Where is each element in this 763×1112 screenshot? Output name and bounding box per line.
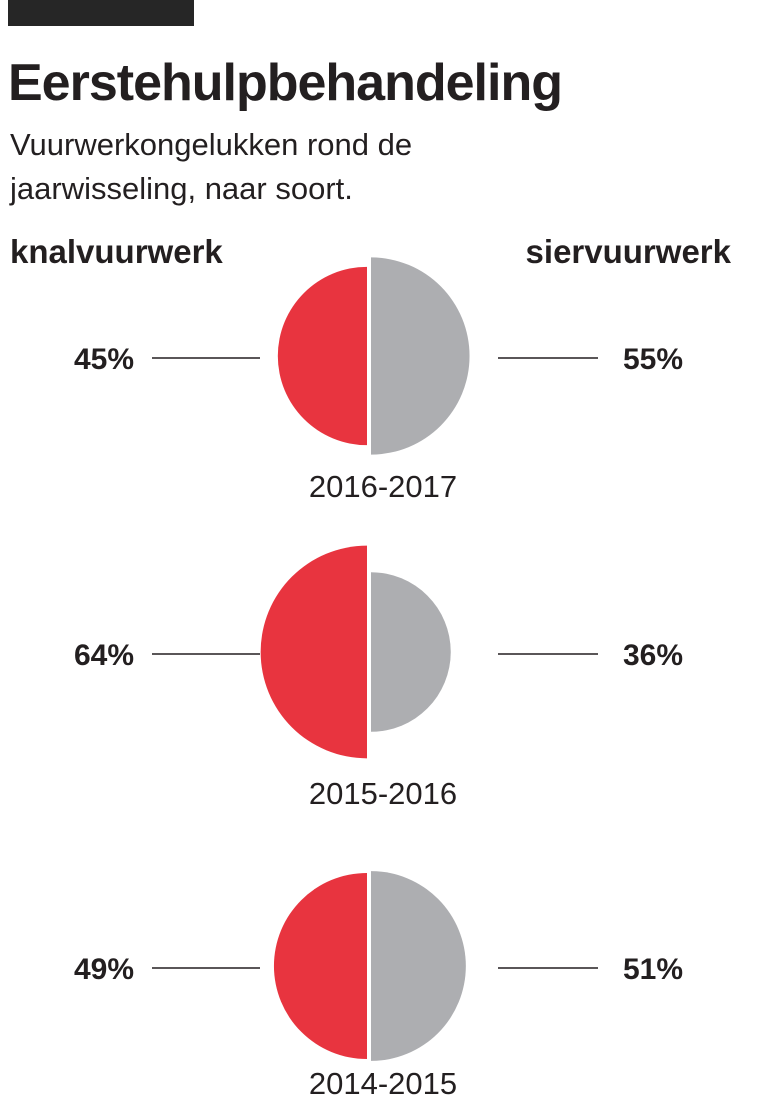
knalvuurwerk-half-2016-2017 [277, 266, 367, 446]
period-label-2016-2017: 2016-2017 [309, 469, 457, 504]
knalvuurwerk-label-2015-2016: 64% [74, 639, 134, 672]
period-label-2014-2015: 2014-2015 [309, 1066, 457, 1101]
knalvuurwerk-half-2014-2015 [273, 872, 367, 1060]
siervuurwerk-half-2015-2016 [371, 572, 451, 732]
siervuurwerk-half-2014-2015 [371, 871, 466, 1061]
legend-siervuurwerk: siervuurwerk [525, 233, 731, 270]
siervuurwerk-half-2016-2017 [371, 257, 470, 455]
period-label-2015-2016: 2015-2016 [309, 776, 457, 811]
knalvuurwerk-half-2015-2016 [260, 545, 367, 759]
top-accent-bar [8, 0, 194, 26]
siervuurwerk-label-2014-2015: 51% [623, 953, 683, 986]
chart-subtitle: Vuurwerkongelukken rond de jaarwisseling… [10, 127, 413, 206]
siervuurwerk-label-2015-2016: 36% [623, 639, 683, 672]
knalvuurwerk-label-2016-2017: 45% [74, 343, 134, 376]
legend-knalvuurwerk: knalvuurwerk [10, 233, 223, 270]
knalvuurwerk-label-2014-2015: 49% [74, 953, 134, 986]
siervuurwerk-label-2016-2017: 55% [623, 343, 683, 376]
chart-title: Eerstehulpbehandeling [8, 54, 563, 112]
